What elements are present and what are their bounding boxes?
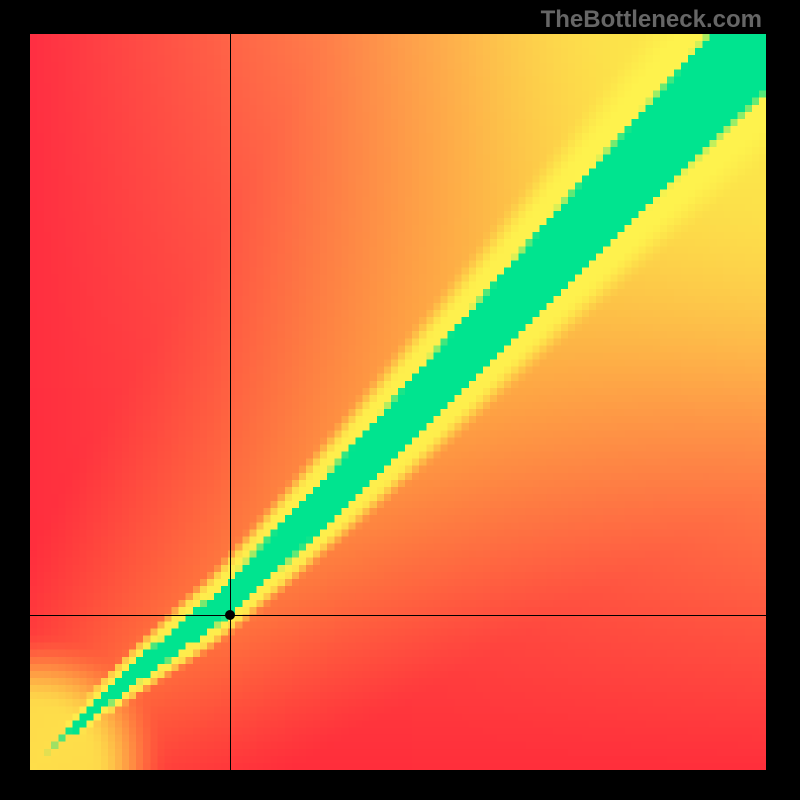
crosshair-marker[interactable] (225, 610, 235, 620)
bottleneck-heatmap (30, 34, 766, 770)
watermark-text: TheBottleneck.com (541, 6, 762, 34)
crosshair-vertical (230, 34, 231, 770)
crosshair-horizontal (30, 615, 766, 616)
chart-container: { "watermark": { "text": "TheBottleneck.… (0, 0, 800, 800)
